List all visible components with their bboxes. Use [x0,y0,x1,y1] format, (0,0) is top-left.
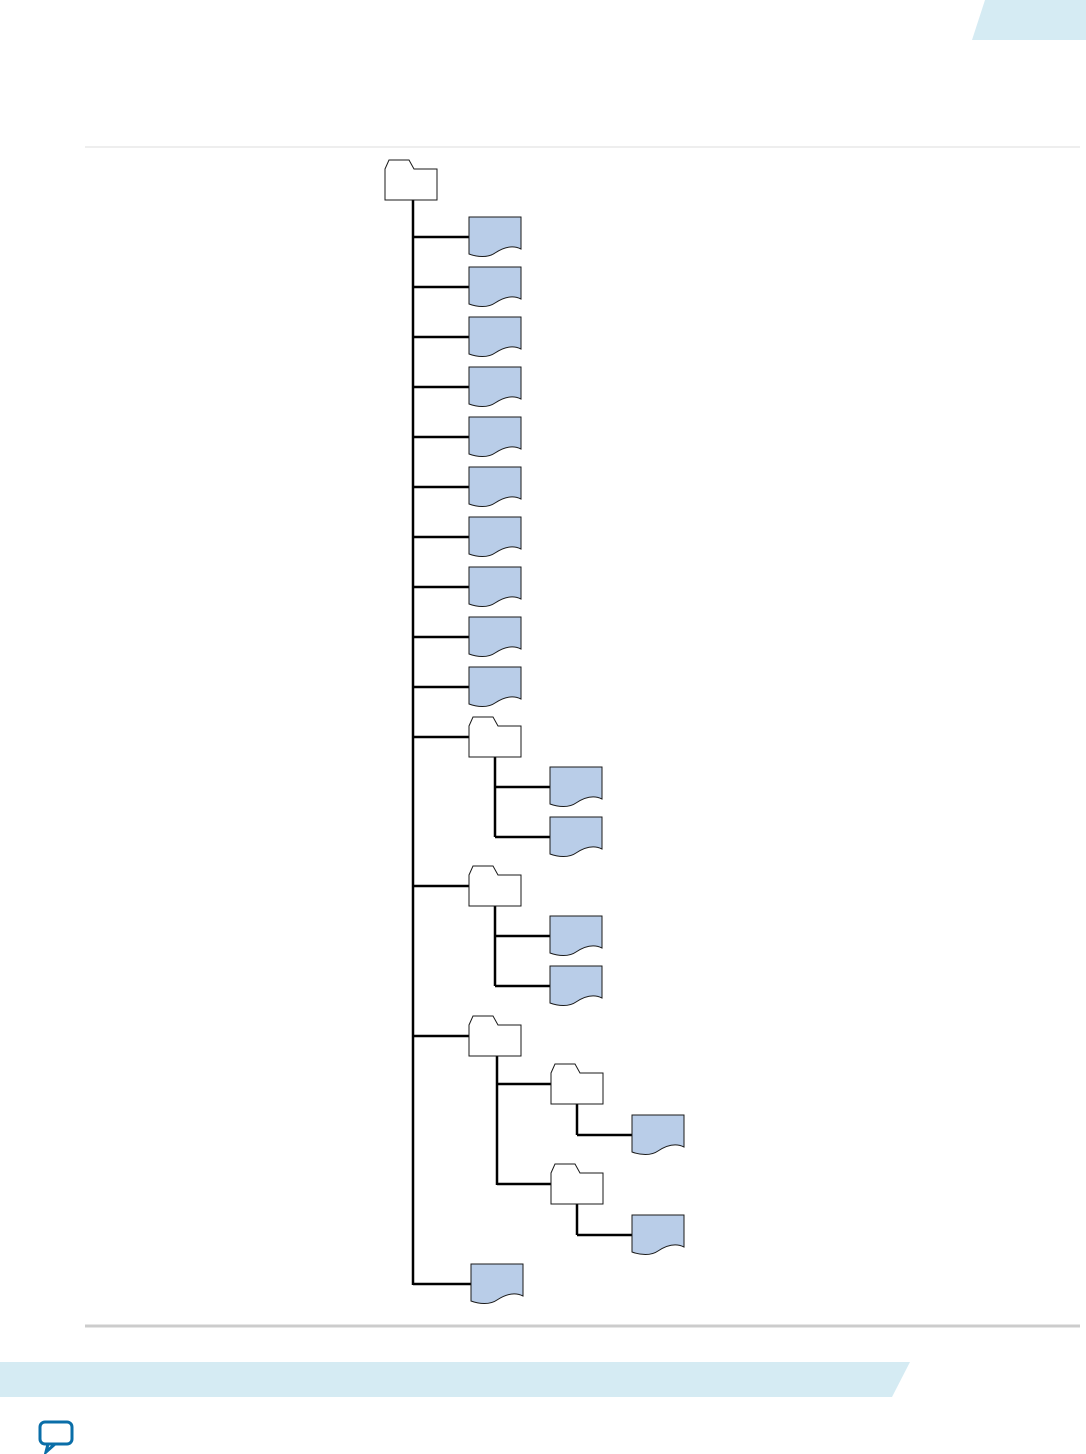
file-icon [631,1114,685,1155]
folder-icon [468,1015,522,1057]
file-icon [468,566,522,607]
file-icon [468,366,522,407]
file-icon [549,766,603,807]
folder-tree [384,159,685,1304]
file-icon [470,1263,524,1304]
file-icon [549,915,603,956]
file-icon [468,666,522,707]
feedback-icon[interactable] [38,1420,74,1454]
file-icon [549,965,603,1006]
header-tab [972,0,1086,40]
file-icon [468,466,522,507]
file-icon [468,516,522,557]
file-icon [631,1214,685,1255]
file-icon [468,266,522,307]
footer-bar [0,1362,910,1397]
folder-icon [550,1063,604,1105]
file-icon [468,316,522,357]
file-icon [549,816,603,857]
folder-icon [384,159,438,201]
folder-icon [468,716,522,758]
folder-icon [550,1163,604,1205]
file-icon [468,416,522,457]
folder-icon [468,865,522,907]
file-icon [468,616,522,657]
file-icon [468,216,522,257]
